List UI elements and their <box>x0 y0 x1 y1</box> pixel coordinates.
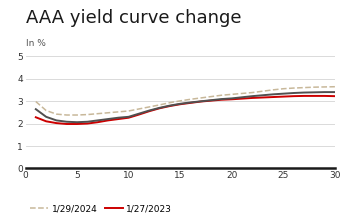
Text: AAA yield curve change: AAA yield curve change <box>26 9 241 27</box>
Text: In %: In % <box>26 39 45 48</box>
